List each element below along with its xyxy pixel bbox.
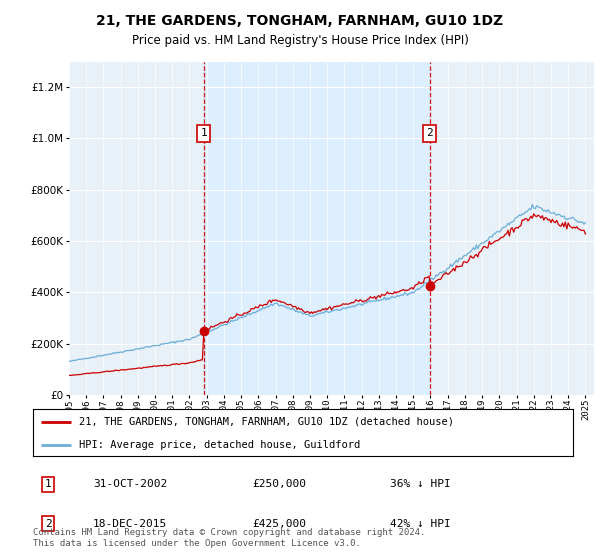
Text: £250,000: £250,000 [252, 479, 306, 489]
Text: 36% ↓ HPI: 36% ↓ HPI [390, 479, 451, 489]
Text: Contains HM Land Registry data © Crown copyright and database right 2024.
This d: Contains HM Land Registry data © Crown c… [33, 528, 425, 548]
Text: 42% ↓ HPI: 42% ↓ HPI [390, 519, 451, 529]
Text: 21, THE GARDENS, TONGHAM, FARNHAM, GU10 1DZ: 21, THE GARDENS, TONGHAM, FARNHAM, GU10 … [97, 14, 503, 28]
Text: 31-OCT-2002: 31-OCT-2002 [93, 479, 167, 489]
Text: 18-DEC-2015: 18-DEC-2015 [93, 519, 167, 529]
Text: 21, THE GARDENS, TONGHAM, FARNHAM, GU10 1DZ (detached house): 21, THE GARDENS, TONGHAM, FARNHAM, GU10 … [79, 417, 454, 427]
Text: £425,000: £425,000 [252, 519, 306, 529]
Text: 1: 1 [200, 128, 207, 138]
Text: 2: 2 [427, 128, 433, 138]
Text: Price paid vs. HM Land Registry's House Price Index (HPI): Price paid vs. HM Land Registry's House … [131, 34, 469, 46]
Bar [204, 62, 430, 395]
Text: 1: 1 [44, 479, 52, 489]
Text: HPI: Average price, detached house, Guildford: HPI: Average price, detached house, Guil… [79, 440, 360, 450]
Text: 2: 2 [44, 519, 52, 529]
